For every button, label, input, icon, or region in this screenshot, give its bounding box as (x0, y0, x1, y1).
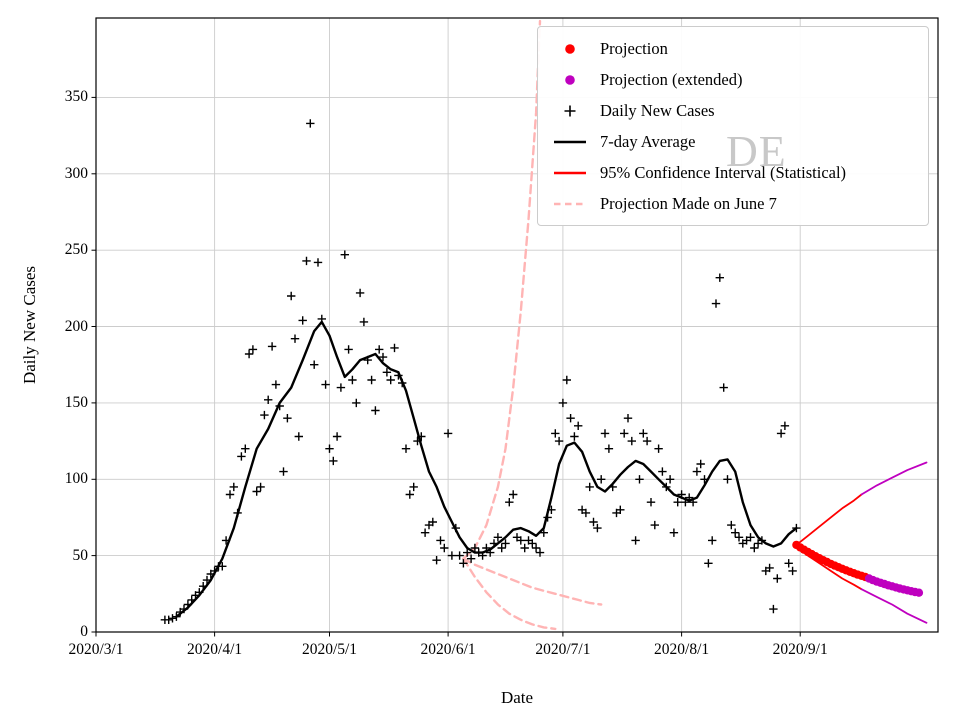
legend-item-projection-made-on-june-7: Projection Made on June 7 (538, 188, 928, 219)
legend-item-7-day-average: 7-day Average (538, 126, 928, 157)
y-axis-label: Daily New Cases (20, 265, 39, 385)
legend: Projection Projection (extended) Daily New… (537, 26, 929, 226)
y-tick-label: 200 (64, 317, 88, 335)
series-projection-made-on-june-7-upper-bound (462, 19, 542, 560)
x-tick-label: 2020/4/1 (187, 641, 243, 658)
series-projection-made-on-june-7-median (462, 557, 603, 606)
legend-label: Projection (600, 38, 668, 58)
legend-marker (550, 103, 590, 119)
legend-label: Daily New Cases (600, 100, 715, 120)
y-tick-label: 350 (64, 88, 88, 106)
axes-frame (95, 17, 939, 633)
legend-label: 7-day Average (600, 131, 696, 151)
legend-dot-marker (565, 74, 575, 85)
x-axis-label: Date (500, 688, 534, 707)
axis-ticks (91, 96, 801, 637)
legend-plus-marker (564, 105, 576, 116)
series-daily-new-cases (160, 119, 801, 624)
series-95-confidence-interval-upper (795, 493, 863, 546)
legend-dashed-line-marker (554, 202, 586, 205)
legend-label: Projection (extended) (600, 69, 743, 89)
legend-item-projection-extended: Projection (extended) (538, 64, 928, 95)
y-tick-label: 300 (64, 164, 88, 182)
x-tick-label: 2020/3/1 (68, 641, 124, 658)
y-tick-label: 150 (64, 393, 88, 411)
x-tick-label: 2020/7/1 (535, 641, 591, 658)
legend-dot-marker (565, 43, 575, 54)
watermark-text: DE (726, 127, 787, 176)
x-tick-label: 2020/6/1 (420, 641, 476, 658)
legend-marker (550, 41, 590, 57)
legend-line-marker (554, 140, 586, 143)
series-projection-extended (864, 574, 924, 597)
legend-marker (550, 72, 590, 88)
legend-marker (550, 196, 590, 212)
legend-label: Projection Made on June 7 (600, 193, 777, 213)
x-tick-label: 2020/5/1 (301, 641, 358, 658)
series-7-day-average (175, 320, 798, 618)
y-tick-label: 250 (64, 241, 88, 259)
y-tick-label: 100 (64, 470, 88, 488)
series-95-confidence-interval-lower-extended (860, 588, 928, 624)
legend-marker (550, 165, 590, 181)
legend-label: 95% Confidence Interval (Statistical) (600, 162, 847, 182)
x-tick-label: 2020/8/1 (654, 641, 710, 658)
series-projection-made-on-june-7-lower-bound (462, 557, 557, 631)
x-tick-label: 2020/9/1 (772, 641, 828, 658)
y-tick-label: 50 (72, 546, 89, 564)
legend-item-daily-new-cases: Daily New Cases (538, 95, 928, 126)
legend-line-marker (554, 171, 586, 174)
series-95-confidence-interval-upper-extended (860, 461, 928, 496)
series-projection (792, 540, 870, 582)
legend-item-95-confidence-interval-statistical: 95% Confidence Interval (Statistical) (538, 157, 928, 188)
legend-marker (550, 134, 590, 150)
y-tick-label: 0 (80, 623, 88, 640)
legend-item-projection: Projection (538, 33, 928, 64)
